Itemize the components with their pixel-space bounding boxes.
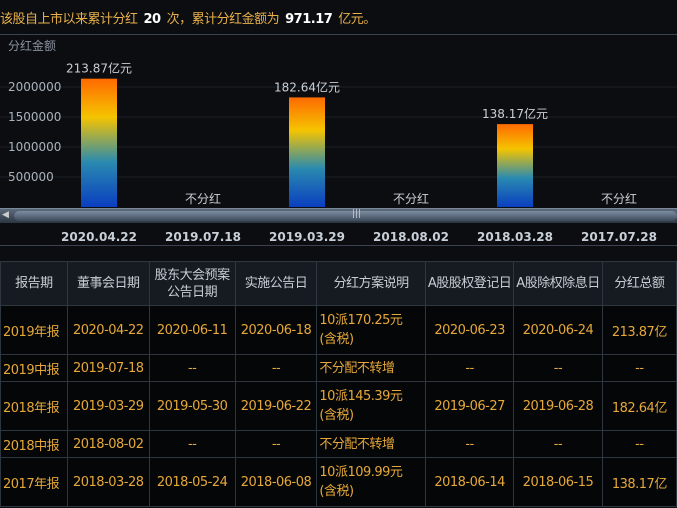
table-cell: 138.17亿 — [601, 457, 677, 507]
table-cell: -- — [601, 430, 677, 458]
column-header[interactable]: 分红方案说明 — [316, 261, 426, 306]
y-tick-label: 1500000 — [8, 110, 61, 124]
scroll-thumb[interactable] — [14, 211, 677, 221]
table-cell: 2020-06-11 — [148, 305, 236, 355]
dividend-plan: 不分配不转增 — [319, 436, 395, 452]
data-label: 不分红 — [185, 191, 221, 206]
table-cell: -- — [148, 354, 236, 382]
data-label: 不分红 — [393, 191, 429, 206]
column-header[interactable]: 董事会日期 — [66, 261, 150, 306]
table-row: 2019年报 2020-04-22 2020-06-11 2020-06-18 10派1… — [0, 305, 677, 355]
column-header[interactable]: 实施公告日 — [234, 261, 318, 306]
table-cell: -- — [234, 430, 318, 458]
column-header[interactable]: 股东大会预案公告日期 — [148, 261, 236, 306]
table-row: 2018中报 2018-08-02 -- -- 不分配不转增 -- -- -- — [0, 430, 677, 458]
y-axis-label: 分红金额 — [8, 38, 56, 53]
x-tick-label: 2019.03.29 — [269, 230, 345, 244]
divider — [0, 245, 677, 246]
table-cell: 2019-06-28 — [513, 381, 603, 431]
dividend-plan-cell: 10派109.99元(含税) — [316, 457, 426, 507]
column-header[interactable]: 分红总额 — [601, 261, 677, 306]
dividend-plan-cell: 不分配不转增 — [316, 354, 426, 382]
table-cell: 2018-06-08 — [234, 457, 318, 507]
summary-mid: 次，累计分红金额为 — [166, 12, 280, 27]
data-label: 213.87亿元 — [66, 61, 132, 76]
table-cell: -- — [513, 430, 603, 458]
data-label: 138.17亿元 — [482, 106, 548, 121]
column-header[interactable]: A股股权登记日 — [424, 261, 515, 306]
dividend-plan: 10派109.99元(含税) — [319, 465, 403, 499]
dividend-plan-cell: 10派145.39元(含税) — [316, 381, 426, 431]
y-tick-label: 2000000 — [8, 80, 61, 94]
table-cell: 213.87亿 — [601, 305, 677, 355]
dividend-chart: 分红金额 500000 1000000 1500000 2000000 213.87亿元… — [0, 38, 677, 207]
data-label: 182.64亿元 — [274, 79, 340, 94]
dividend-plan-cell: 不分配不转增 — [316, 430, 426, 458]
table-cell: 2019-06-22 — [234, 381, 318, 431]
grip-icon: ||| — [352, 209, 362, 219]
table-cell: 2018-08-02 — [66, 430, 150, 458]
table-cell: 2018-05-24 — [148, 457, 236, 507]
table-cell: 2018中报 — [0, 430, 68, 458]
table-cell: 2017年报 — [0, 457, 68, 507]
summary-prefix: 该股自上市以来累计分红 — [0, 12, 138, 27]
table-cell: -- — [234, 354, 318, 382]
table-row: 2019中报 2019-07-18 -- -- 不分配不转增 -- -- -- — [0, 354, 677, 382]
dividend-plan: 10派145.39元(含税) — [319, 389, 403, 423]
dividend-plan: 10派170.25元(含税) — [319, 313, 403, 347]
table-cell: -- — [424, 354, 515, 382]
chart-scrollbar[interactable]: ◀ ||| — [0, 208, 677, 223]
table-cell: 2019-07-18 — [66, 354, 150, 382]
table-cell: 2019-05-30 — [148, 381, 236, 431]
y-tick-label: 1000000 — [8, 140, 61, 154]
dividend-count: 20 — [143, 12, 162, 27]
dividend-summary: 该股自上市以来累计分红 20 次，累计分红金额为 971.17 亿元。 — [0, 8, 376, 27]
scroll-left-icon[interactable]: ◀ — [2, 210, 9, 220]
table-row: 2018年报 2019-03-29 2019-05-30 2019-06-22 10派1… — [0, 381, 677, 431]
column-header[interactable]: 报告期 — [0, 261, 68, 306]
table-cell: 2019-03-29 — [66, 381, 150, 431]
x-tick-label: 2019.07.18 — [165, 230, 241, 244]
table-cell: 2020-06-24 — [513, 305, 603, 355]
dividend-table: 报告期 董事会日期 股东大会预案公告日期 实施公告日 分红方案说明 A股股权登记日 A股除权… — [0, 261, 677, 507]
summary-suffix: 亿元。 — [338, 12, 376, 27]
table-cell: 2020-06-23 — [424, 305, 515, 355]
table-cell: 2018-06-15 — [513, 457, 603, 507]
table-cell: 182.64亿 — [601, 381, 677, 431]
data-label: 不分红 — [601, 191, 637, 206]
x-axis: 2020.04.22 2019.07.18 2019.03.29 2018.08.02… — [61, 230, 657, 244]
table-cell: -- — [424, 430, 515, 458]
bar[interactable] — [497, 124, 533, 207]
table-cell: 2018-06-14 — [424, 457, 515, 507]
divider — [0, 34, 677, 35]
table-cell: 2018年报 — [0, 381, 68, 431]
x-tick-label: 2018.03.28 — [477, 230, 553, 244]
table-cell: 2019年报 — [0, 305, 68, 355]
dividend-plan: 不分配不转增 — [319, 360, 395, 376]
table-cell: 2019中报 — [0, 354, 68, 382]
bar[interactable] — [81, 78, 117, 207]
dividend-plan-cell: 10派170.25元(含税) — [316, 305, 426, 355]
column-header[interactable]: A股除权除息日 — [513, 261, 603, 306]
dividend-total: 971.17 — [285, 12, 333, 27]
table-cell: 2019-06-27 — [424, 381, 515, 431]
table-cell: 2020-06-18 — [234, 305, 318, 355]
table-cell: -- — [148, 430, 236, 458]
table-cell: -- — [513, 354, 603, 382]
x-tick-label: 2017.07.28 — [581, 230, 657, 244]
x-tick-label: 2018.08.02 — [373, 230, 449, 244]
y-tick-label: 500000 — [8, 170, 54, 184]
table-cell: -- — [601, 354, 677, 382]
table-row: 2017年报 2018-03-28 2018-05-24 2018-06-08 10派1… — [0, 457, 677, 507]
x-tick-label: 2020.04.22 — [61, 230, 137, 244]
table-cell: 2018-03-28 — [66, 457, 150, 507]
table-cell: 2020-04-22 — [66, 305, 150, 355]
bar[interactable] — [289, 97, 325, 207]
